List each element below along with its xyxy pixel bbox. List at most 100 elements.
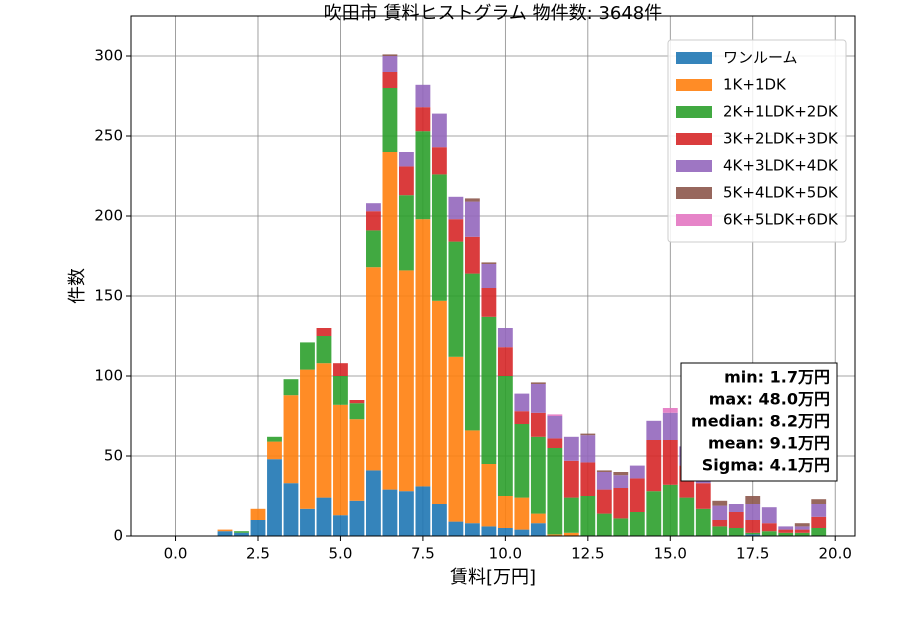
bar: [613, 475, 629, 488]
bar: [448, 196, 464, 220]
bar: [415, 84, 431, 108]
bar: [398, 166, 414, 196]
bar: [547, 416, 563, 439]
bar: [745, 504, 761, 520]
bar: [382, 152, 398, 490]
bar: [283, 483, 299, 536]
bar: [530, 523, 546, 536]
legend-label: ワンルーム: [723, 49, 798, 67]
bar: [514, 497, 530, 530]
bar: [580, 462, 596, 496]
bar: [217, 531, 233, 536]
bar: [563, 497, 579, 533]
bar: [234, 532, 249, 536]
bar: [514, 411, 530, 424]
bar: [333, 363, 348, 376]
bar: [366, 267, 381, 471]
bar: [415, 107, 431, 132]
x-tick-label: 15.0: [654, 545, 687, 563]
bar: [497, 328, 513, 348]
bar: [530, 436, 546, 514]
bar: [382, 54, 398, 56]
legend-label: 3K+2LDK+3DK: [723, 130, 839, 148]
bar: [300, 369, 315, 509]
stats-box: [680, 362, 838, 482]
bar: [695, 508, 711, 536]
bar: [563, 532, 579, 536]
bar: [646, 491, 662, 536]
bar: [596, 470, 612, 472]
bar: [580, 496, 596, 536]
bar: [497, 376, 513, 496]
y-axis-label: 件数: [67, 268, 88, 304]
bar: [217, 529, 233, 532]
bar: [778, 529, 794, 533]
bar: [366, 470, 381, 536]
bar: [316, 497, 332, 536]
bar: [547, 448, 563, 535]
bar: [382, 88, 398, 152]
bar: [530, 384, 546, 413]
legend-swatch: [676, 187, 712, 199]
chart-title: 吹田市 賃料ヒストグラム 物件数: 3648件: [324, 3, 663, 24]
bar: [431, 113, 447, 148]
bar: [761, 523, 777, 532]
bar: [563, 460, 579, 498]
bar: [646, 440, 662, 492]
bar: [646, 420, 662, 440]
bar: [580, 433, 596, 436]
x-axis-label: 賃料[万円]: [450, 567, 536, 588]
bar: [366, 203, 381, 212]
bar: [629, 512, 645, 536]
legend-swatch: [676, 79, 712, 91]
bar: [382, 72, 398, 88]
bar: [300, 508, 315, 536]
x-tick-label: 12.5: [571, 545, 604, 563]
bar: [481, 464, 497, 527]
bar: [761, 507, 777, 524]
bar: [514, 393, 530, 412]
bar: [662, 412, 678, 440]
bar: [613, 518, 629, 536]
bar: [267, 459, 282, 536]
x-tick-label: 17.5: [736, 545, 769, 563]
bar: [349, 500, 365, 536]
bar: [811, 516, 827, 528]
x-tick-label: 2.5: [246, 545, 270, 563]
bar: [662, 484, 678, 536]
legend-box: [667, 39, 847, 243]
bar: [761, 531, 777, 536]
bar: [333, 376, 348, 405]
bar: [481, 262, 497, 264]
bar: [547, 414, 563, 416]
legend-label: 5K+4LDK+5DK: [723, 184, 839, 202]
legend-label: 1K+1DK: [723, 76, 787, 94]
bar: [464, 523, 480, 536]
bar: [366, 230, 381, 268]
bar: [448, 521, 464, 536]
bar: [464, 273, 480, 431]
legend-label: 2K+1LDK+2DK: [723, 103, 839, 121]
bar: [382, 56, 398, 72]
bar: [629, 478, 645, 512]
bar: [415, 219, 431, 487]
bar: [679, 497, 695, 536]
bar: [481, 288, 497, 317]
bar: [794, 526, 810, 530]
bar: [283, 379, 299, 396]
y-tick-label: 250: [94, 127, 123, 145]
bar: [629, 465, 645, 479]
bar: [794, 532, 810, 536]
bar: [547, 534, 563, 536]
bar: [794, 523, 810, 527]
bar: [514, 529, 530, 536]
y-tick-label: 50: [104, 447, 123, 465]
bar: [431, 504, 447, 536]
bar: [234, 531, 249, 533]
bar: [778, 526, 794, 530]
y-tick-label: 200: [94, 207, 123, 225]
bar: [728, 528, 744, 536]
bar: [283, 395, 299, 484]
stats-text: Sigma: 4.1万円: [702, 456, 830, 475]
